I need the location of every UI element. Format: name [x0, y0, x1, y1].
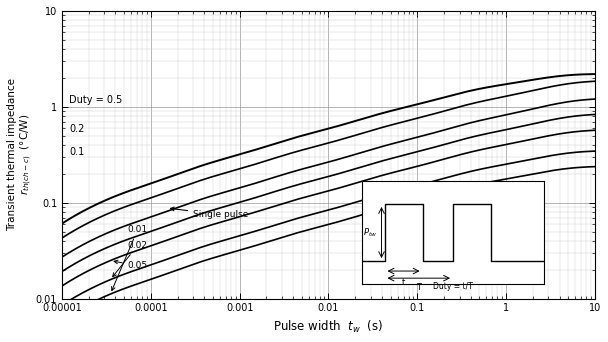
X-axis label: Pulse width  $t_w$  (s): Pulse width $t_w$ (s) — [274, 319, 384, 335]
Text: Duty = t/T: Duty = t/T — [433, 281, 473, 291]
Text: Duty = 0.5: Duty = 0.5 — [69, 95, 122, 105]
Text: 0.1: 0.1 — [69, 147, 85, 157]
Text: 0.01: 0.01 — [111, 225, 148, 290]
Text: 0.2: 0.2 — [69, 124, 85, 134]
Text: 0.02: 0.02 — [112, 241, 148, 277]
Text: 0.05: 0.05 — [114, 260, 148, 270]
Text: T: T — [416, 283, 421, 292]
Text: t: t — [402, 278, 405, 287]
Text: Single pulse: Single pulse — [170, 207, 249, 219]
Y-axis label: Transient thermal impedance
$r_{th(ch-c)}$  (°C/W): Transient thermal impedance $r_{th(ch-c)… — [7, 78, 35, 231]
Text: $P_{tw}$: $P_{tw}$ — [363, 226, 378, 239]
